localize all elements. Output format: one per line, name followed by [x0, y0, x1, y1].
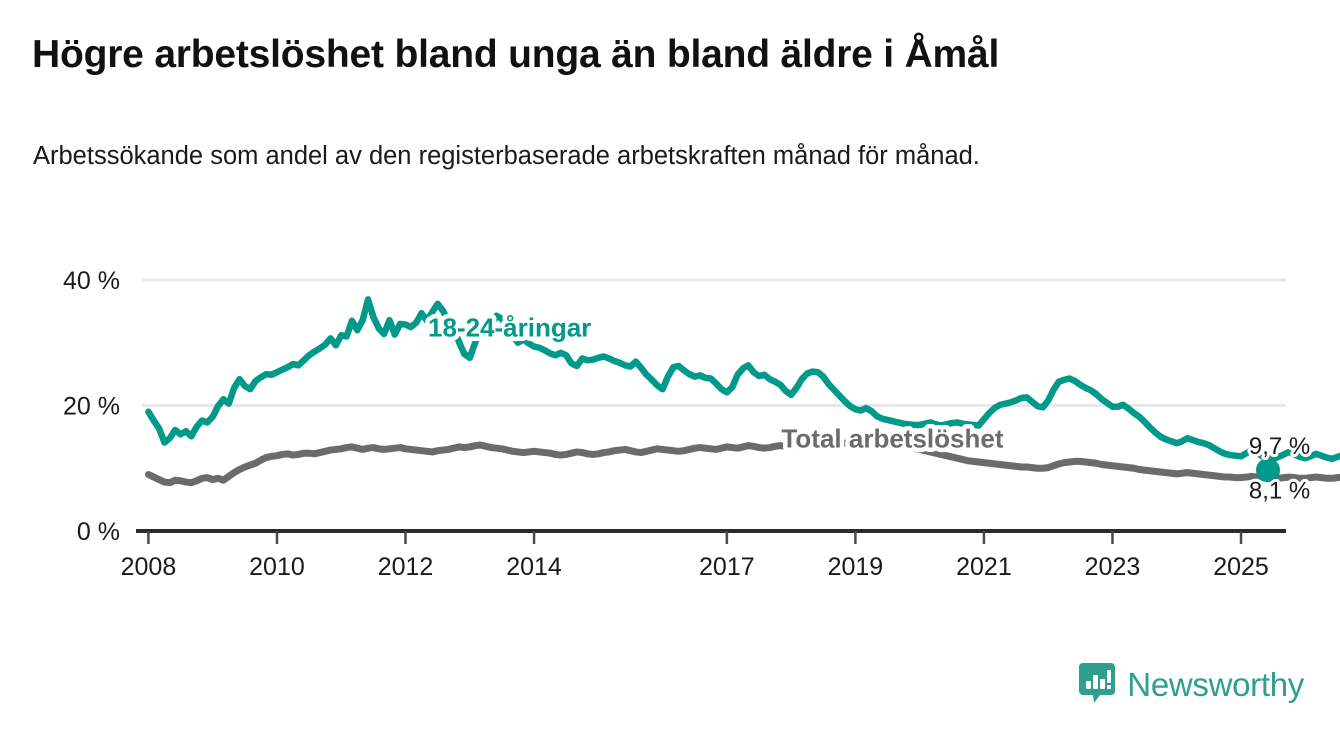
series-label-youth: 18-24-åringar	[428, 312, 591, 342]
x-axis-tick-label: 2019	[828, 553, 884, 581]
series-line-total	[144, 435, 1340, 487]
series-label-youth-halo: 18-24-åringar	[428, 312, 591, 342]
x-axis-tick-label: 2014	[506, 553, 562, 581]
x-axis-tick-label: 2023	[1085, 553, 1141, 581]
x-axis-tick-label: 2017	[699, 553, 755, 581]
x-axis-tick-label: 2008	[121, 553, 177, 581]
x-axis-tick-label: 2025	[1213, 553, 1269, 581]
series-line-youth	[145, 296, 1340, 463]
series-label-total-halo: Total arbetslöshet	[781, 424, 1003, 454]
end-value-youth: 9,7 %	[1249, 433, 1310, 460]
end-value-youth-halo: 9,7 %	[1249, 433, 1310, 460]
x-axis-tick-label: 2021	[956, 553, 1012, 581]
y-axis-tick-label: 20 %	[63, 393, 120, 421]
y-axis-tick-label: 40 %	[63, 267, 120, 295]
end-point-marker	[1256, 458, 1281, 483]
y-axis-tick-label: 0 %	[77, 518, 120, 546]
end-value-total-halo: 8,1 %	[1249, 477, 1310, 504]
x-axis-tick-label: 2010	[249, 553, 305, 581]
x-axis-tick-label: 2012	[378, 553, 434, 581]
newsworthy-bubble-icon	[1079, 663, 1116, 703]
end-value-total: 8,1 %	[1249, 477, 1310, 504]
logo-text: Newsworthy	[1127, 665, 1304, 703]
page-title: Högre arbetslöshet bland unga än bland ä…	[32, 33, 1000, 76]
chart-subtitle: Arbetssökande som andel av den registerb…	[33, 142, 980, 170]
series-label-total: Total arbetslöshet	[781, 424, 1003, 454]
newsworthy-logo: Newsworthy	[1078, 662, 1304, 706]
